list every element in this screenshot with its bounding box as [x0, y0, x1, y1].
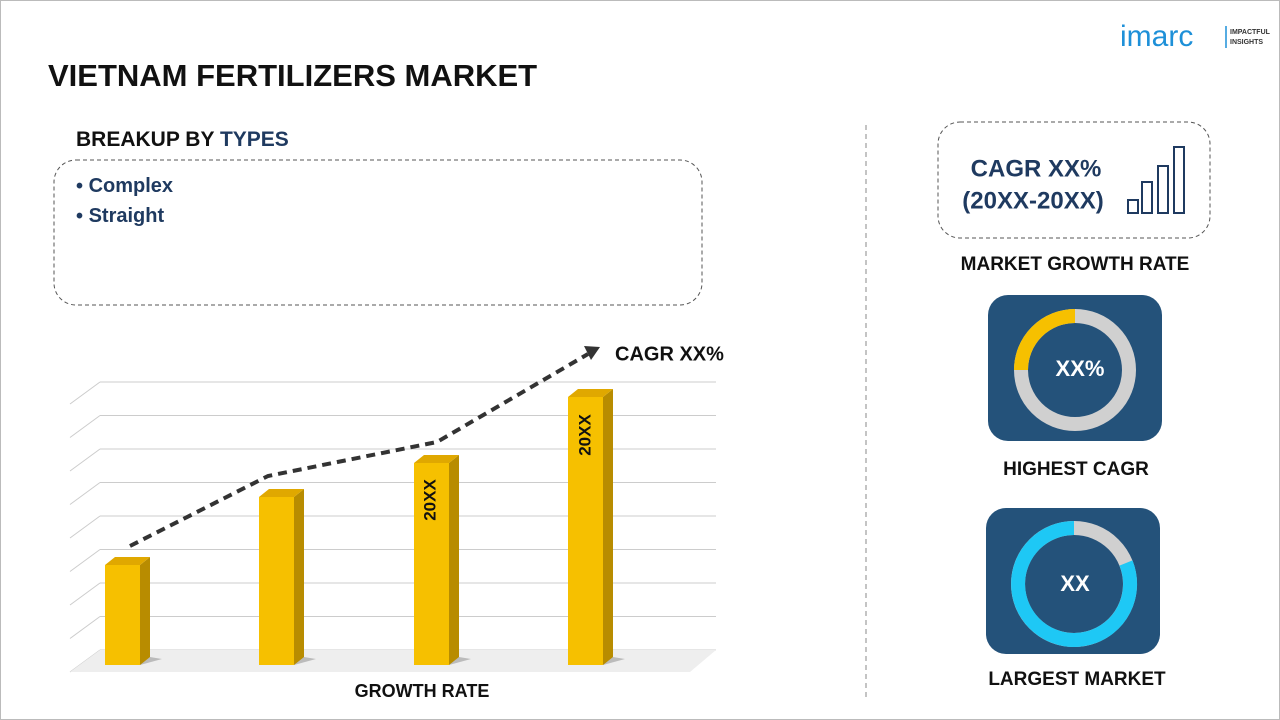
page-title: VIETNAM FERTILIZERS MARKET: [48, 58, 537, 93]
bar-top: [105, 557, 150, 565]
grid-slant: [69, 415, 101, 438]
bar-label: 20XX: [420, 479, 439, 521]
highest-value: XX%: [1056, 356, 1105, 381]
growth-caption: MARKET GROWTH RATE: [961, 254, 1190, 275]
cagr-text: CAGR XX%: [971, 155, 1102, 182]
largest-caption: LARGEST MARKET: [988, 669, 1166, 690]
largest-value: XX: [1060, 571, 1090, 596]
bar-top: [414, 455, 459, 463]
arrow-head: [584, 346, 600, 360]
donut-arc: [1011, 521, 1138, 647]
cagr-label: CAGR XX%: [615, 343, 724, 365]
bar-front: [259, 497, 294, 665]
heading-prefix: BREAKUP BY: [76, 128, 214, 151]
type-name: Straight: [89, 205, 165, 227]
highest-caption: HIGHEST CAGR: [1003, 459, 1149, 480]
chart-bars: [105, 389, 625, 665]
type-item: • Complex: [76, 175, 173, 197]
bar-front: [568, 397, 603, 665]
cagr-box: [937, 121, 1211, 239]
heading-highlight: TYPES: [220, 128, 289, 151]
grid-slant: [69, 616, 101, 639]
bar-top: [568, 389, 613, 397]
cagr-period: (20XX-20XX): [962, 187, 1103, 214]
logo-tagline: IMPACTFUL: [1230, 29, 1271, 36]
bar-side: [140, 557, 150, 665]
type-item: • Straight: [76, 205, 164, 227]
logo-tagline: INSIGHTS: [1230, 39, 1263, 46]
type-name: Complex: [89, 175, 173, 197]
breakup-heading: BREAKUP BY TYPES: [76, 128, 289, 151]
chart-floor: [70, 650, 716, 672]
bar-top: [259, 489, 304, 497]
logo: imarc: [1120, 20, 1193, 53]
bar-side: [294, 489, 304, 665]
bar-front: [105, 565, 140, 665]
grid-slant: [69, 582, 101, 606]
bar-label: 20XX: [575, 414, 594, 456]
grid-slant: [69, 381, 101, 405]
growth-icon: [1127, 146, 1185, 214]
grid-slant: [69, 549, 101, 572]
chart-caption: GROWTH RATE: [355, 681, 490, 701]
grid-slant: [69, 482, 101, 505]
chart-grid: [69, 381, 716, 673]
bar-side: [603, 389, 613, 665]
bar-side: [449, 455, 459, 665]
bar-front: [414, 463, 449, 665]
grid-slant: [69, 515, 101, 539]
grid-slant: [69, 448, 101, 472]
donut-arc: [1014, 309, 1076, 371]
trend-arrow: [129, 352, 590, 548]
types-box: [53, 159, 703, 306]
